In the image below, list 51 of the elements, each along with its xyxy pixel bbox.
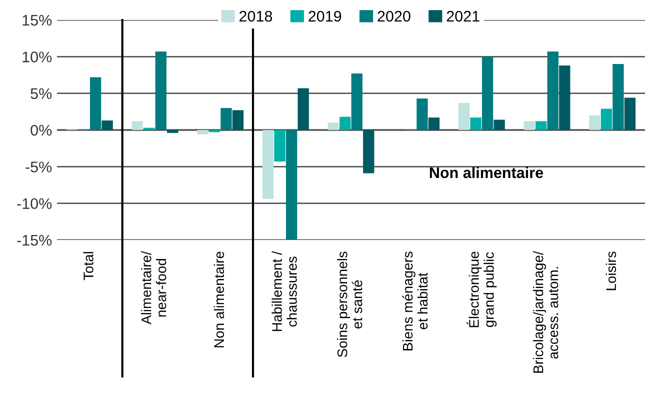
bar [90, 77, 102, 130]
x-tick-label: Bricolage/jardinage/ access. autom. [533, 251, 558, 373]
bar [600, 108, 612, 130]
bar [197, 130, 208, 134]
bar [328, 122, 339, 130]
bar [524, 121, 535, 130]
bar [470, 118, 482, 130]
x-tick-label: Biens ménagers et habitat [402, 252, 428, 350]
bar [167, 130, 178, 133]
bar [220, 108, 232, 130]
legend-label: 2020 [378, 10, 410, 22]
bar [494, 120, 505, 130]
x-tick-label: Soins personnels et santé [337, 252, 362, 358]
bar [232, 110, 244, 130]
x-tick-label: Loisirs [606, 252, 616, 290]
x-tick-label: Non alimentaire [214, 252, 224, 348]
bar [482, 56, 494, 130]
legend-label: 2021 [446, 10, 480, 22]
bar [547, 52, 558, 130]
bar [340, 116, 351, 130]
y-tick-label: -10% [17, 198, 52, 210]
bar [458, 102, 470, 130]
legend-label: 2018 [239, 10, 272, 22]
bar [416, 98, 428, 130]
bar [363, 130, 374, 174]
bar [262, 130, 274, 199]
y-tick-label: -5% [26, 162, 52, 172]
bar [428, 118, 440, 130]
bar [274, 130, 286, 162]
x-tick-label: Habillement / chaussures [272, 251, 297, 332]
x-tick-label: Électronique grand public [466, 252, 497, 328]
legend-label: 2019 [308, 10, 342, 22]
y-tick-label: 10% [22, 52, 52, 62]
bar [612, 64, 624, 130]
y-tick-label: 0% [30, 124, 52, 136]
bar [559, 65, 570, 130]
x-tick-label: Alimentaire/ near-food [141, 251, 166, 324]
bar [298, 88, 309, 130]
bar [286, 130, 298, 240]
bar [536, 121, 547, 130]
y-tick-label: 5% [30, 88, 52, 100]
bar [351, 74, 362, 130]
bar [102, 120, 113, 130]
bar [624, 98, 636, 130]
bar [132, 121, 143, 130]
y-tick-label: -15% [17, 234, 52, 246]
y-tick-label: 15% [22, 14, 52, 26]
x-tick-label: Total [83, 252, 94, 280]
bar [155, 52, 166, 130]
bar [589, 115, 600, 130]
annotation: Non alimentaire [430, 166, 544, 178]
